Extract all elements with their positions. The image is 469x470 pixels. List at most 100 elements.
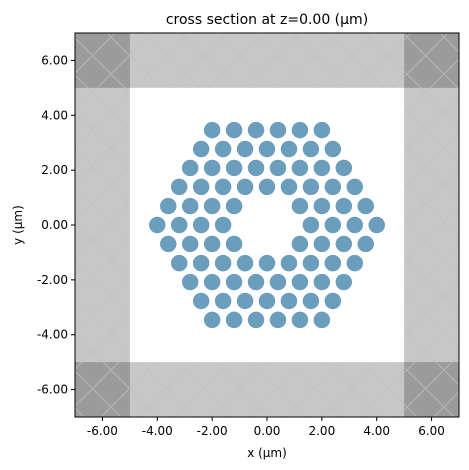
cylinder — [192, 254, 210, 272]
cylinder — [247, 273, 265, 291]
cylinder — [291, 311, 309, 329]
cylinder — [313, 121, 331, 139]
y-axis-label: y (μm) — [11, 205, 25, 245]
cylinder — [280, 140, 298, 158]
cylinder — [203, 311, 221, 329]
cylinder — [324, 216, 342, 234]
cylinder — [236, 140, 254, 158]
cylinder — [214, 140, 232, 158]
cylinder — [291, 235, 309, 253]
cylinder — [203, 159, 221, 177]
cylinder — [269, 311, 287, 329]
y-tick-label: -4.00 — [37, 328, 68, 342]
cylinder — [236, 292, 254, 310]
cylinder — [192, 140, 210, 158]
cylinder — [313, 235, 331, 253]
cylinder — [192, 216, 210, 234]
cylinder — [335, 159, 353, 177]
cylinder — [313, 159, 331, 177]
cylinder — [324, 140, 342, 158]
cylinder — [225, 311, 243, 329]
cylinder — [357, 235, 374, 253]
cylinder — [171, 254, 188, 272]
cylinder — [291, 197, 309, 215]
y-tick-label: 2.00 — [41, 163, 68, 177]
y-tick-label: 6.00 — [41, 53, 68, 67]
cylinder — [214, 216, 232, 234]
cylinder — [181, 197, 199, 215]
cylinder — [324, 292, 342, 310]
cylinder — [258, 292, 276, 310]
cylinder — [225, 121, 243, 139]
cylinder — [181, 273, 199, 291]
cylinder — [302, 178, 320, 196]
x-tick-label: -6.00 — [87, 424, 118, 438]
cylinder — [302, 216, 320, 234]
cylinder — [236, 178, 254, 196]
cylinder — [181, 235, 199, 253]
y-tick-label: 4.00 — [41, 108, 68, 122]
cylinder — [291, 121, 309, 139]
cylinder — [203, 235, 221, 253]
cylinder — [171, 178, 188, 196]
x-axis-label: x (μm) — [247, 446, 287, 460]
cylinder — [258, 140, 276, 158]
cylinder — [203, 273, 221, 291]
boundary-hatch — [75, 33, 130, 417]
cylinder — [357, 197, 374, 215]
cylinder — [313, 197, 331, 215]
y-tick-label: -2.00 — [37, 273, 68, 287]
cylinder — [280, 254, 298, 272]
cylinder — [346, 178, 363, 196]
x-tick-label: 2.00 — [308, 424, 335, 438]
x-tick-label: 6.00 — [418, 424, 445, 438]
cylinder — [346, 254, 363, 272]
boundary-hatch — [404, 33, 459, 417]
cylinder — [302, 140, 320, 158]
cylinder — [171, 216, 188, 234]
cylinder — [313, 273, 331, 291]
cylinder — [346, 216, 363, 234]
cylinder — [335, 197, 353, 215]
cylinder — [160, 235, 177, 253]
x-tick-label: 4.00 — [363, 424, 390, 438]
cylinder — [160, 197, 177, 215]
cylinder — [258, 254, 276, 272]
plot-area — [75, 33, 459, 417]
cylinder — [203, 121, 221, 139]
cylinder — [269, 273, 287, 291]
cylinder — [302, 254, 320, 272]
cylinder — [302, 292, 320, 310]
cylinder — [236, 254, 254, 272]
cylinder — [181, 159, 199, 177]
cylinder — [225, 159, 243, 177]
cylinder — [335, 235, 353, 253]
cylinder — [149, 216, 166, 234]
cylinder — [280, 292, 298, 310]
boundary-hatch — [75, 362, 459, 417]
cylinder — [247, 311, 265, 329]
cylinder — [291, 159, 309, 177]
y-tick-label: 0.00 — [41, 218, 68, 232]
cylinder — [225, 197, 243, 215]
x-tick-label: -4.00 — [142, 424, 173, 438]
cylinder — [313, 311, 331, 329]
cylinder — [291, 273, 309, 291]
cylinder — [214, 292, 232, 310]
cylinder — [258, 178, 276, 196]
cylinder — [214, 178, 232, 196]
cylinder — [192, 178, 210, 196]
cylinder — [225, 273, 243, 291]
cylinder — [280, 178, 298, 196]
chart-title: cross section at z=0.00 (μm) — [166, 12, 368, 28]
cylinder — [225, 235, 243, 253]
cylinder — [269, 121, 287, 139]
cylinder — [214, 254, 232, 272]
cylinder — [247, 121, 265, 139]
cylinder — [269, 159, 287, 177]
cylinder — [368, 216, 385, 234]
x-tick-label: 0.00 — [254, 424, 281, 438]
cylinder — [324, 254, 342, 272]
x-tick-label: -2.00 — [197, 424, 228, 438]
